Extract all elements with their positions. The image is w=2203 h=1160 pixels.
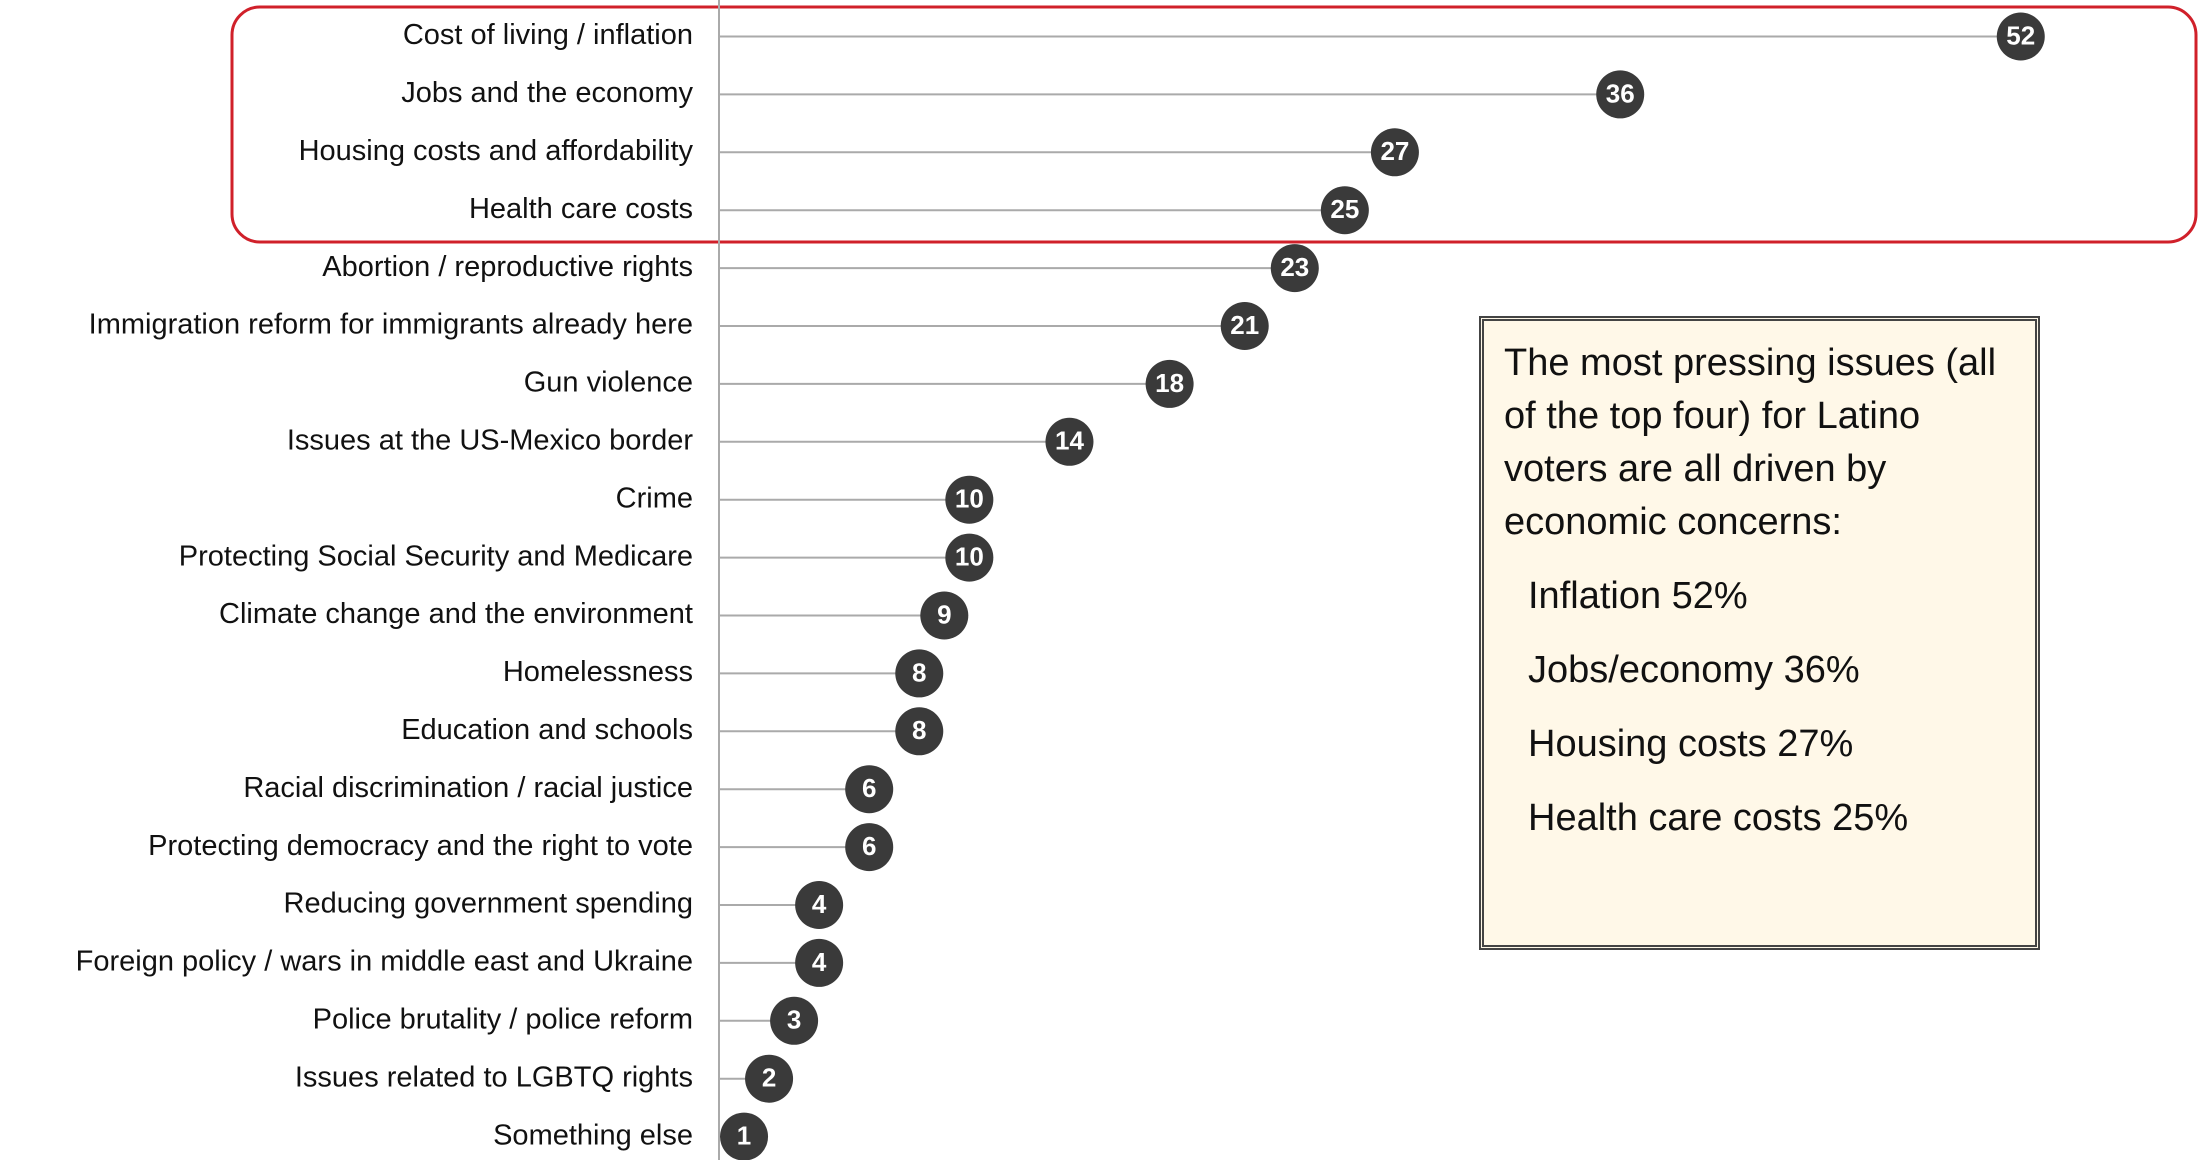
value-label: 10	[955, 541, 984, 571]
category-label: Reducing government spending	[284, 888, 694, 920]
dot	[845, 765, 894, 814]
value-label: 23	[1280, 252, 1309, 282]
value-label: 25	[1330, 194, 1359, 224]
category-label: Homelessness	[503, 656, 693, 688]
value-label: 2	[762, 1063, 776, 1093]
dot	[1270, 244, 1319, 293]
category-label: Protecting Social Security and Medicare	[179, 540, 693, 572]
dot	[795, 938, 844, 987]
dot	[795, 881, 844, 929]
value-label: 9	[937, 599, 951, 629]
dot	[1370, 128, 1419, 177]
value-label: 10	[955, 484, 984, 514]
category-label: Issues related to LGBTQ rights	[295, 1061, 693, 1093]
value-label: 52	[2006, 20, 2035, 50]
category-label: Education and schools	[401, 714, 693, 746]
dot	[1045, 417, 1094, 466]
dot	[1220, 302, 1269, 350]
dot	[920, 591, 969, 640]
category-label: Cost of living / inflation	[403, 19, 693, 51]
value-label: 27	[1380, 136, 1409, 166]
value-label: 36	[1606, 78, 1635, 108]
dot	[895, 707, 944, 756]
dot	[1596, 70, 1645, 119]
category-label: Protecting democracy and the right to vo…	[148, 830, 693, 862]
value-label: 6	[862, 831, 876, 861]
value-label: 4	[812, 947, 827, 977]
category-label: Health care costs	[469, 193, 693, 225]
annotation-box: The most pressing issues (all of the top…	[1479, 316, 2040, 950]
dot	[845, 823, 894, 872]
category-label: Climate change and the environment	[219, 598, 693, 630]
annotation-item: Jobs/economy 36%	[1528, 649, 1860, 691]
category-label: Gun violence	[524, 367, 693, 399]
value-label: 21	[1230, 310, 1259, 340]
category-label: Police brutality / police reform	[313, 1003, 693, 1035]
category-label: Racial discrimination / racial justice	[243, 772, 693, 804]
value-label: 3	[787, 1005, 801, 1035]
dot	[1996, 12, 2045, 61]
annotation-item: Health care costs 25%	[1528, 797, 1909, 839]
category-label: Crime	[616, 482, 693, 514]
dot	[945, 533, 994, 582]
category-label: Issues at the US-Mexico border	[287, 424, 694, 456]
dot	[770, 996, 819, 1045]
value-label: 1	[737, 1120, 751, 1150]
dot	[1145, 359, 1194, 408]
value-label: 4	[812, 889, 827, 919]
category-label: Abortion / reproductive rights	[322, 251, 693, 283]
highlight-box	[230, 5, 2198, 244]
category-label: Immigration reform for immigrants alread…	[89, 309, 693, 341]
dot	[1320, 186, 1369, 235]
annotation-item: Inflation 52%	[1528, 575, 1748, 617]
value-label: 6	[862, 773, 876, 803]
dot	[745, 1054, 794, 1103]
dot	[895, 649, 944, 698]
value-label: 18	[1155, 368, 1184, 398]
dot	[720, 1112, 769, 1160]
dot	[945, 475, 994, 524]
value-label: 14	[1055, 426, 1084, 456]
category-label: Jobs and the economy	[401, 77, 693, 109]
category-label: Something else	[493, 1119, 693, 1151]
annotation-text: The most pressing issues (all of the top…	[1504, 342, 1997, 543]
value-label: 8	[912, 715, 926, 745]
value-label: 8	[912, 657, 926, 687]
annotation-item: Housing costs 27%	[1528, 723, 1854, 765]
category-label: Housing costs and affordability	[299, 135, 694, 167]
category-label: Foreign policy / wars in middle east and…	[76, 946, 693, 978]
